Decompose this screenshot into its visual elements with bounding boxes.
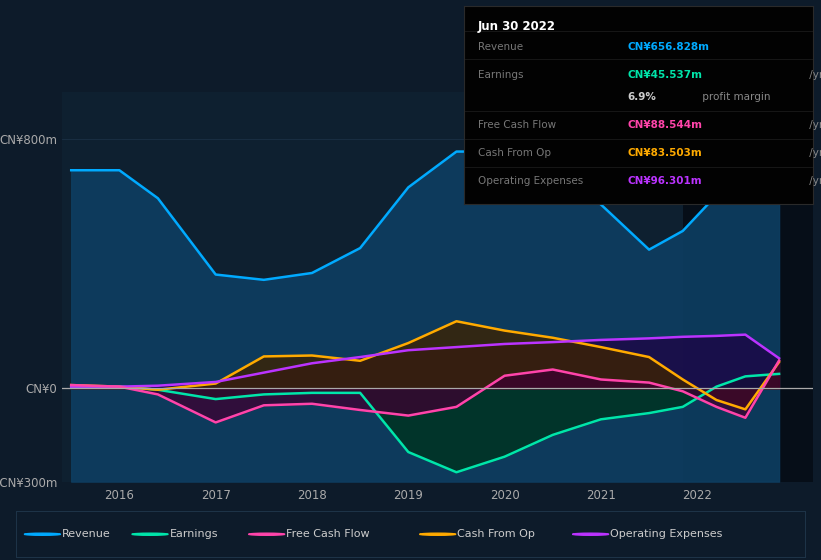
Text: CN¥45.537m: CN¥45.537m <box>628 70 703 80</box>
Text: /yr: /yr <box>805 148 821 158</box>
Text: CN¥96.301m: CN¥96.301m <box>628 175 703 185</box>
Text: Free Cash Flow: Free Cash Flow <box>287 529 370 539</box>
Circle shape <box>420 533 456 535</box>
Text: Operating Expenses: Operating Expenses <box>610 529 722 539</box>
Text: Free Cash Flow: Free Cash Flow <box>478 120 556 130</box>
Text: /yr: /yr <box>805 175 821 185</box>
Text: Jun 30 2022: Jun 30 2022 <box>478 20 556 32</box>
Text: Operating Expenses: Operating Expenses <box>478 175 583 185</box>
Circle shape <box>572 533 608 535</box>
Text: 6.9%: 6.9% <box>628 92 657 102</box>
Circle shape <box>25 533 61 535</box>
Text: Cash From Op: Cash From Op <box>457 529 535 539</box>
Text: CN¥656.828m: CN¥656.828m <box>628 43 710 52</box>
Text: profit margin: profit margin <box>699 92 771 102</box>
Text: Earnings: Earnings <box>478 70 523 80</box>
Text: /yr: /yr <box>805 70 821 80</box>
Text: CN¥83.503m: CN¥83.503m <box>628 148 703 158</box>
Text: Revenue: Revenue <box>478 43 523 52</box>
Text: /yr: /yr <box>805 120 821 130</box>
Text: Earnings: Earnings <box>170 529 218 539</box>
Text: Revenue: Revenue <box>62 529 111 539</box>
Circle shape <box>249 533 285 535</box>
Bar <box>683 92 813 482</box>
Text: Cash From Op: Cash From Op <box>478 148 551 158</box>
Text: CN¥88.544m: CN¥88.544m <box>628 120 703 130</box>
Circle shape <box>132 533 168 535</box>
